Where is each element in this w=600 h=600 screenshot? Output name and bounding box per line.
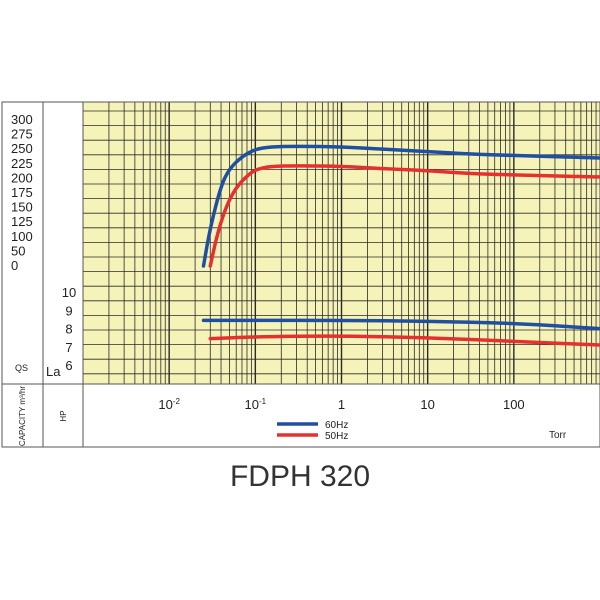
pressure-tick-label: 100	[503, 397, 525, 412]
capacity-vertical-label: CAPACITY m³/hr	[18, 386, 27, 446]
pressure-tick-label: 10-2	[158, 397, 180, 412]
legend-label: 60Hz	[325, 420, 348, 431]
power-tick-label: 9	[65, 303, 72, 318]
capacity-tick-label: 100	[11, 229, 33, 244]
power-tick-label: 8	[65, 322, 72, 337]
capacity-tick-label: 300	[11, 112, 33, 127]
power-tick-label: 7	[65, 340, 72, 355]
pressure-tick-labels: 10-2 10-1 1 10 100	[158, 397, 524, 412]
capacity-tick-label: 150	[11, 200, 33, 215]
power-tick-label: 10	[62, 285, 76, 300]
capacity-axis-label: QS	[15, 363, 28, 373]
power-tick-label: 6	[65, 358, 72, 373]
x-unit-label: Torr	[549, 430, 567, 441]
capacity-tick-label: 125	[11, 214, 33, 229]
capacity-tick-label: 50	[11, 243, 25, 258]
series-line-60hz-power	[201, 318, 600, 331]
power-axis-label: La	[46, 364, 61, 379]
capacity-tick-label: 200	[11, 170, 33, 185]
series-line-60hz-capacity	[201, 144, 600, 268]
capacity-tick-label: 225	[11, 156, 33, 171]
pressure-tick-label: 10-1	[245, 397, 267, 412]
capacity-tick-label: 250	[11, 141, 33, 156]
capacity-tick-label: 275	[11, 127, 33, 142]
capacity-tick-label: 175	[11, 185, 33, 200]
hp-vertical-label: HP	[59, 410, 68, 421]
data-series	[201, 144, 600, 347]
left-axis-frame	[1, 101, 600, 448]
pressure-tick-label: 1	[338, 397, 345, 412]
legend-label: 50Hz	[325, 431, 348, 442]
capacity-tick-label: 0	[11, 258, 18, 273]
chart-title: FDPH 320	[230, 460, 370, 493]
series-line-50hz-power	[208, 334, 600, 347]
power-tick-labels: 10 9 8 7 6	[62, 285, 76, 373]
pressure-tick-label: 10	[420, 397, 434, 412]
series-line-50hz-capacity	[208, 164, 600, 268]
